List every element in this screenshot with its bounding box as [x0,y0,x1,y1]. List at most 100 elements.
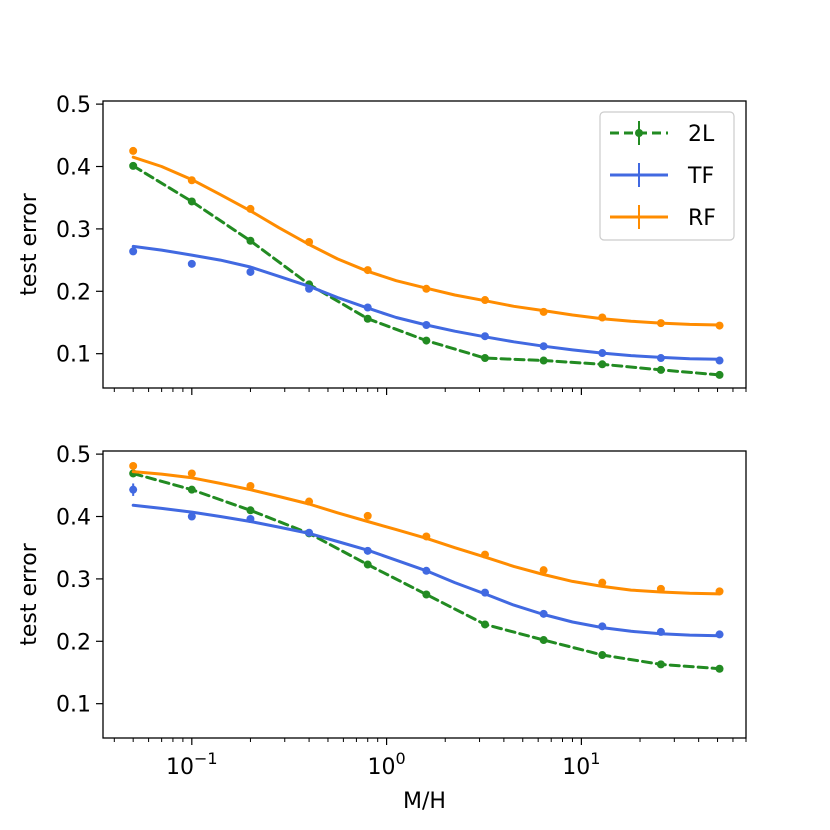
series-2l [129,161,724,379]
data-point-2l [422,336,431,345]
data-point-rf [363,511,372,520]
y-tick-label: 0.5 [56,93,91,118]
data-point-tf [480,332,489,341]
y-tick-label: 0.1 [56,343,91,368]
data-point-2l [656,365,665,374]
data-point-2l [363,314,372,323]
y-tick-label: 0.3 [56,568,91,593]
data-point-tf [422,566,431,575]
data-point-2l [187,485,196,494]
y-tick-label: 0.5 [56,443,91,468]
axes-frame [102,450,747,739]
data-point-tf [187,259,196,268]
data-point-2l [539,356,548,365]
series-tf [129,483,724,639]
data-point-tf [246,515,255,524]
top-panel: 0.1 0.2 0.3 0.4 0.5 test error [17,93,747,395]
x-tick-label: 100 [368,749,406,780]
data-point-rf [129,461,138,470]
legend-entry-tf: TF [610,163,714,189]
y-axis-label: test error [17,192,42,295]
x-tick-label-exponent: 1 [590,749,600,768]
x-axis-label: M/H [403,789,446,814]
data-point-tf [129,247,138,256]
legend: 2L TF RF [599,111,735,241]
x-tick-label-exponent: 0 [396,749,406,768]
x-tick-label: 10−1 [166,749,218,780]
data-point-rf [598,578,607,587]
data-point-2l [129,161,138,170]
data-point-2l [598,360,607,369]
data-point-tf [715,630,724,639]
y-tick-label: 0.1 [56,693,91,718]
data-point-rf [246,481,255,490]
y-axis-label: test error [17,542,42,645]
legend-entry-2l: 2L [610,121,715,147]
data-point-2l [480,620,489,629]
y-tick-label: 0.2 [56,280,91,305]
data-point-2l [363,560,372,569]
x-tick-label-base: 10 [166,755,194,780]
y-tick-label: 0.3 [56,218,91,243]
series-tf [129,244,724,365]
data-point-rf [363,266,372,275]
data-point-tf [539,342,548,351]
data-point-tf [187,512,196,521]
data-point-tf [480,588,489,597]
y-tick-label: 0.4 [56,156,91,181]
data-point-tf [363,546,372,555]
x-tick-label: 101 [562,749,600,780]
data-point-rf [480,550,489,559]
data-point-tf [305,528,314,537]
x-tick-label-base: 10 [368,755,396,780]
data-point-tf [246,267,255,276]
data-point-2l [715,664,724,673]
data-point-rf [656,319,665,328]
data-point-tf [422,320,431,329]
y-tick-label: 0.2 [56,630,91,655]
data-point-2l [480,354,489,363]
data-point-rf [539,307,548,316]
data-point-rf [480,296,489,305]
data-point-rf [715,321,724,330]
data-point-tf [715,356,724,365]
data-point-rf [539,566,548,575]
data-point-tf [305,284,314,293]
data-point-2l [715,370,724,379]
data-point-2l [539,636,548,645]
data-point-tf [656,354,665,363]
data-point-rf [422,532,431,541]
data-point-tf [539,609,548,618]
data-point-rf [422,284,431,293]
data-point-tf [129,485,138,494]
data-point-2l [656,660,665,669]
legend-marker-2l [635,129,643,137]
legend-entry-rf: RF [610,205,716,231]
data-point-rf [598,313,607,322]
data-point-2l [246,506,255,515]
data-point-rf [305,497,314,506]
series-rf [129,146,724,330]
data-point-rf [187,469,196,478]
data-point-tf [656,627,665,636]
legend-label-2l: 2L [688,122,715,147]
y-tick-label: 0.4 [56,506,91,531]
data-point-rf [129,146,138,155]
legend-label-rf: RF [688,206,716,231]
series-rf [129,461,724,596]
data-point-tf [363,303,372,312]
x-tick-label-exponent: −1 [194,749,218,768]
data-point-tf [598,349,607,358]
data-point-rf [715,587,724,596]
data-point-tf [598,622,607,631]
data-point-2l [598,651,607,660]
data-point-rf [305,238,314,247]
x-tick-label-base: 10 [562,755,590,780]
data-point-2l [187,197,196,206]
axes-frame [102,100,747,389]
data-point-rf [187,176,196,185]
data-point-rf [656,584,665,593]
data-point-2l [246,236,255,245]
